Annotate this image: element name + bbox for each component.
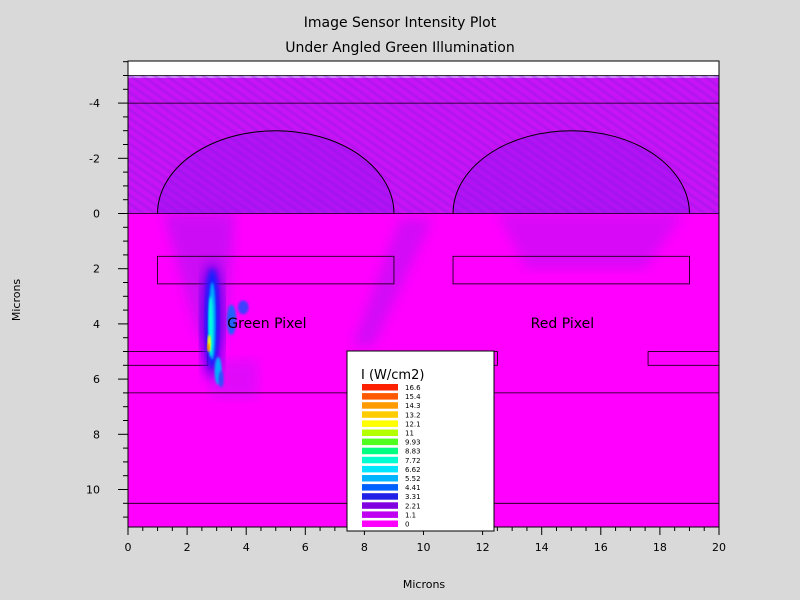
field-shading <box>128 75 719 399</box>
x-tick-label-9: 18 <box>653 541 667 554</box>
y-tick-label-7: 10 <box>86 484 100 497</box>
axes: 0 2 4 6 8 10 12 14 16 18 20 -4 -2 0 2 4 6 8 10 <box>86 60 726 554</box>
hotspot-blob-8 <box>226 304 237 335</box>
lens-shading-0 <box>157 130 394 214</box>
hotspot-blob-5 <box>207 343 210 352</box>
interference-fringes <box>128 75 719 214</box>
legend-label-13: 2.21 <box>405 502 421 510</box>
legend-label-15: 0 <box>405 521 409 529</box>
legend: I (W/cm2) 16.615.414.313.212.1 119.938.83… <box>346 350 495 532</box>
legend-swatch-5 <box>362 429 398 436</box>
legend-title: I (W/cm2) <box>361 368 424 383</box>
color-filter-1 <box>452 255 690 285</box>
legend-label-14: 1.1 <box>405 511 416 519</box>
hotspot-blob-7 <box>218 370 224 388</box>
legend-entries: 16.615.414.313.212.1 119.938.837.726.625.… <box>362 384 421 529</box>
x-tick-label-4: 8 <box>361 541 368 554</box>
plot-frame-top-white <box>128 61 719 78</box>
legend-swatch-15 <box>362 520 398 527</box>
legend-swatch-7 <box>362 447 398 455</box>
legend-label-2: 14.3 <box>405 402 421 410</box>
legend-label-7: 8.83 <box>405 448 421 456</box>
x-tick-label-6: 12 <box>476 541 490 554</box>
region-label-0: Green Pixel <box>227 316 306 332</box>
color-filter-0 <box>157 255 395 285</box>
legend-swatch-0 <box>362 384 398 391</box>
y-tick-label-6: 8 <box>93 428 100 441</box>
legend-swatch-14 <box>362 511 398 518</box>
legend-label-5: 11 <box>405 430 414 438</box>
x-tick-label-3: 6 <box>302 541 309 554</box>
x-axis-label: Microns <box>403 578 446 591</box>
legend-label-6: 9.93 <box>405 439 421 447</box>
lens-shading-1 <box>453 130 690 214</box>
legend-swatch-6 <box>362 438 398 446</box>
y-tick-label-0: -4 <box>89 97 100 110</box>
legend-swatch-1 <box>362 393 398 400</box>
legend-swatch-11 <box>362 484 398 491</box>
legend-label-0: 16.6 <box>405 384 421 392</box>
legend-swatch-13 <box>362 502 398 509</box>
legend-swatch-12 <box>362 493 398 500</box>
legend-swatch-3 <box>362 411 398 418</box>
legend-label-10: 5.52 <box>405 475 421 483</box>
legend-swatch-4 <box>362 420 398 427</box>
legend-label-4: 12.1 <box>405 420 421 428</box>
microlens-1 <box>452 130 690 214</box>
chart-subtitle: Under Angled Green Illumination <box>285 40 514 56</box>
beam-right <box>352 219 433 346</box>
legend-swatch-2 <box>362 402 398 409</box>
legend-swatch-9 <box>362 465 398 473</box>
y-tick-label-2: 0 <box>93 208 100 221</box>
y-axis-label: Microns <box>10 279 23 322</box>
region-labels: Green Pixel Red Pixel <box>227 316 594 332</box>
region-label-1: Red Pixel <box>531 316 594 332</box>
legend-label-8: 7.72 <box>405 457 421 465</box>
x-tick-label-2: 4 <box>243 541 250 554</box>
chart-title: Image Sensor Intensity Plot <box>304 15 497 31</box>
legend-label-9: 6.62 <box>405 466 421 474</box>
x-tick-label-8: 16 <box>594 541 608 554</box>
legend-label-1: 15.4 <box>405 393 421 401</box>
microlens-0 <box>157 130 395 214</box>
x-tick-label-0: 0 <box>125 541 132 554</box>
x-tick-label-7: 14 <box>535 541 549 554</box>
legend-label-12: 3.31 <box>405 493 421 501</box>
x-tick-label-10: 20 <box>712 541 726 554</box>
y-tick-label-4: 4 <box>93 318 100 331</box>
legend-label-11: 4.41 <box>405 484 421 492</box>
y-tick-label-5: 6 <box>93 373 100 386</box>
beam-red-lens <box>497 213 684 269</box>
legend-swatch-10 <box>362 475 398 482</box>
x-tick-label-1: 2 <box>184 541 191 554</box>
y-tick-label-3: 2 <box>93 263 100 276</box>
intensity-hotspot <box>200 263 249 388</box>
hotspot-blob-9 <box>237 300 249 315</box>
x-tick-label-5: 10 <box>417 541 431 554</box>
y-tick-label-1: -2 <box>89 152 100 165</box>
legend-label-3: 13.2 <box>405 411 421 419</box>
legend-swatch-8 <box>362 456 398 464</box>
